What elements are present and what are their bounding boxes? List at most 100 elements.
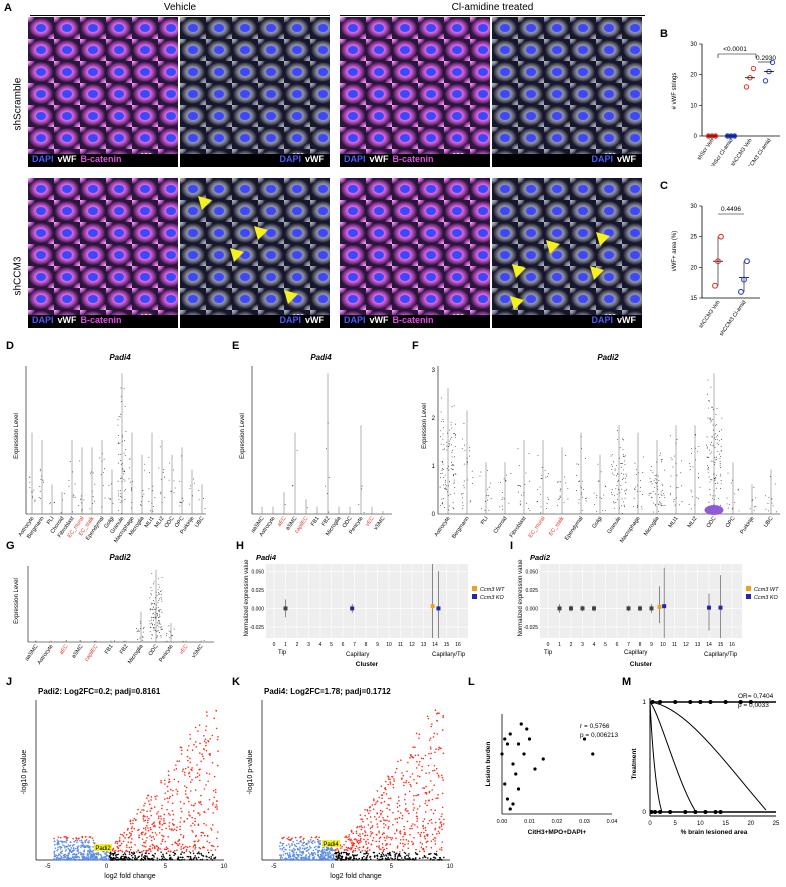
cell-dot	[118, 454, 119, 455]
cell-dot	[689, 466, 691, 468]
gene-point	[142, 850, 145, 852]
cell-dot	[694, 447, 696, 449]
gene-point	[355, 858, 358, 860]
cell-dot	[443, 488, 445, 490]
gene-point	[281, 842, 284, 845]
gene-point	[70, 847, 73, 849]
gene-point	[107, 851, 109, 854]
gene-point	[381, 843, 384, 845]
cell-dot	[203, 640, 205, 642]
ytick-label: 0.000	[251, 606, 264, 612]
cell-dot	[708, 476, 710, 478]
cell-dot	[50, 502, 51, 504]
chart-d-title: Padi4	[109, 353, 131, 362]
chart-b-p2: 0.2930	[756, 55, 776, 62]
data-point	[693, 810, 698, 814]
gene-point	[402, 835, 404, 838]
gene-point	[130, 833, 132, 835]
cell-dot	[152, 608, 154, 610]
cell-dot	[326, 448, 327, 450]
gene-point	[359, 814, 362, 816]
cell-dot	[653, 511, 655, 513]
cell-dot	[445, 479, 446, 481]
cell-dot	[681, 460, 683, 462]
cell-dot	[597, 463, 599, 465]
gene-point	[74, 839, 77, 842]
cell-dot	[162, 471, 164, 473]
gene-point	[388, 836, 390, 839]
gene-point	[101, 857, 104, 860]
cell-dot	[120, 460, 122, 462]
chart-m-xticks: 0 5 10 15 20 25	[648, 821, 780, 827]
gene-point	[405, 807, 407, 810]
cell-dot	[583, 489, 585, 491]
chart-h-group-capillary: Capillary	[346, 652, 369, 658]
gene-point	[385, 793, 388, 795]
gene-point	[208, 773, 211, 775]
gene-point	[397, 859, 400, 861]
data-point	[505, 742, 510, 746]
gene-point	[438, 858, 440, 861]
cell-dot	[160, 596, 162, 598]
gene-point	[203, 740, 206, 743]
gene-point	[172, 789, 174, 792]
gene-point	[310, 836, 313, 839]
cell-dot	[93, 500, 95, 502]
gene-point	[397, 853, 400, 856]
cell-dot	[455, 423, 456, 425]
gene-point	[131, 858, 133, 861]
gene-point	[199, 742, 201, 745]
gene-point	[211, 804, 214, 806]
cell-dot	[769, 475, 771, 477]
cell-dot	[118, 415, 120, 417]
gene-point	[185, 849, 188, 851]
gene-point	[61, 841, 64, 844]
gene-point	[366, 809, 369, 812]
cell-dot	[653, 479, 655, 481]
cell-dot	[158, 467, 160, 469]
cell-dot	[567, 488, 569, 489]
xtick-label: 25	[773, 821, 780, 827]
gene-point	[416, 760, 418, 763]
data-point	[738, 288, 744, 295]
gene-point	[127, 827, 129, 830]
category-label: shCCM3 Veh	[698, 300, 722, 330]
gene-point	[104, 853, 107, 855]
gene-point	[406, 858, 408, 860]
cell-dot	[602, 509, 604, 511]
cell-dot	[446, 441, 448, 443]
cell-dot	[593, 492, 595, 494]
gene-point	[353, 857, 355, 859]
cell-dot	[121, 440, 123, 442]
gene-point	[217, 736, 219, 738]
gene-point	[180, 853, 182, 855]
gene-point	[73, 856, 75, 858]
gene-point	[191, 831, 194, 833]
cell-dot	[708, 467, 710, 468]
gene-point	[281, 844, 284, 847]
gene-point	[407, 840, 410, 842]
gene-point	[315, 848, 317, 851]
gene-point	[197, 839, 200, 842]
cell-dot	[99, 457, 101, 459]
gene-point	[201, 753, 203, 755]
cell-dot	[616, 493, 618, 495]
gene-point	[435, 832, 438, 835]
gene-point	[173, 854, 175, 857]
cell-dot	[622, 462, 624, 464]
gene-point	[149, 845, 151, 847]
xtick-label: 0.04	[607, 819, 618, 825]
gene-point	[58, 857, 60, 860]
logistic-curve-2	[649, 701, 697, 813]
chart-c-ylabel: vWF+ area (%)	[672, 231, 678, 272]
category-label: Choroid	[493, 516, 509, 535]
gene-point	[62, 844, 64, 846]
gene-point	[380, 785, 383, 787]
gene-point	[89, 858, 91, 860]
gene-point	[201, 831, 203, 834]
gene-point	[73, 849, 75, 852]
xtick-label: 0.00	[497, 819, 508, 825]
cell-dot	[150, 622, 152, 624]
category-label: Pericyte	[158, 644, 174, 664]
chart-k-xticks: -5 0 5 10	[271, 864, 454, 870]
